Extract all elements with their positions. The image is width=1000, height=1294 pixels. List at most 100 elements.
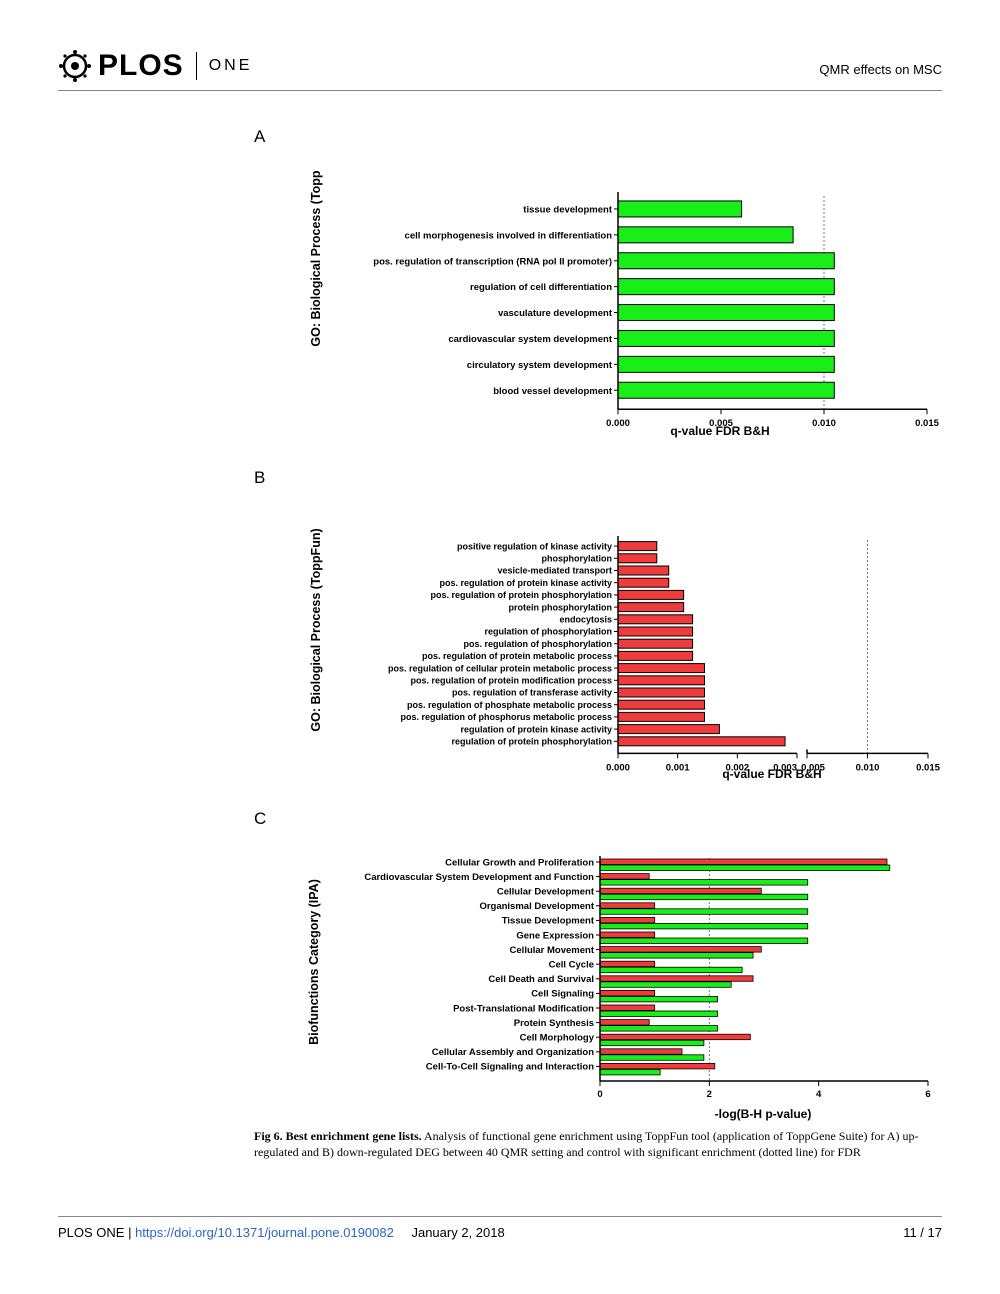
category-label: pos. regulation of protein phosphorylati… xyxy=(431,590,613,600)
bar xyxy=(617,553,658,564)
page-number: 11 / 17 xyxy=(903,1225,942,1240)
category-label: pos. regulation of protein modification … xyxy=(410,676,612,686)
category-label: Cardiovascular System Development and Fu… xyxy=(364,872,594,883)
page-footer: PLOS ONE | https://doi.org/10.1371/journ… xyxy=(58,1216,942,1240)
plos-logo[interactable]: PLOS ONE xyxy=(58,46,252,86)
category-label: Gene Expression xyxy=(516,930,594,941)
logo-divider xyxy=(195,52,197,80)
category-label: Cell Cycle xyxy=(549,960,594,971)
category-label: Cellular Development xyxy=(497,887,595,898)
category-label: tissue development xyxy=(523,204,613,215)
logo-suffix: ONE xyxy=(208,57,253,74)
footer-journal: PLOS ONE | xyxy=(58,1225,136,1240)
bar xyxy=(617,304,835,322)
x-axis-title: -log(B-H p-value) xyxy=(715,1107,812,1121)
x-tick-label: 0.010 xyxy=(812,418,836,429)
bar xyxy=(599,1048,683,1055)
category-label: regulation of cell differentiation xyxy=(470,282,612,293)
x-axis-title: q-value FDR B&H xyxy=(670,424,769,438)
bar xyxy=(599,873,650,880)
bar xyxy=(617,675,706,686)
chart-a: GO: Biological Process (ToppFun) tissue … xyxy=(309,170,940,438)
x-tick-label: 0.015 xyxy=(915,418,939,429)
panel-label-c: C xyxy=(254,809,267,828)
bar xyxy=(599,946,762,953)
bar xyxy=(599,923,809,930)
doi-link[interactable]: https://doi.org/10.1371/journal.pone.019… xyxy=(135,1225,394,1240)
bar xyxy=(617,252,835,270)
category-label: pos. regulation of phosphorylation xyxy=(464,639,613,649)
category-label: regulation of protein phosphorylation xyxy=(452,737,613,747)
bar xyxy=(617,711,706,722)
bar xyxy=(617,565,670,576)
bar xyxy=(599,908,809,915)
panel-label-b: B xyxy=(254,468,266,487)
bar xyxy=(599,1033,751,1041)
category-label: vesicle-mediated transport xyxy=(497,566,612,576)
bar xyxy=(617,614,694,625)
category-label: cell morphogenesis involved in different… xyxy=(405,230,613,241)
category-label: blood vessel development xyxy=(493,386,613,397)
bar xyxy=(599,1068,661,1076)
running-title: QMR effects on MSC xyxy=(819,62,942,77)
bar xyxy=(599,995,718,1003)
bar xyxy=(617,278,835,296)
bar xyxy=(599,931,656,938)
bar xyxy=(599,989,656,997)
category-label: Cell Signaling xyxy=(531,989,594,1000)
bar xyxy=(599,937,809,944)
x-tick-label: 0.005 xyxy=(709,418,733,429)
bar xyxy=(617,638,694,649)
bar xyxy=(617,381,835,399)
category-label: endocytosis xyxy=(559,615,612,625)
category-label: regulation of protein kinase activity xyxy=(460,724,612,734)
bar xyxy=(599,981,732,988)
category-label: phosphorylation xyxy=(542,554,613,564)
bar xyxy=(599,858,888,865)
bar xyxy=(599,966,743,974)
x-tick-label: 0.002 xyxy=(725,762,749,773)
x-tick-label: 6 xyxy=(925,1089,930,1100)
category-label: pos. regulation of phosphate metabolic p… xyxy=(407,700,612,710)
category-label: protein phosphorylation xyxy=(509,602,613,612)
x-tick-label: 2 xyxy=(707,1089,712,1100)
page-header: PLOS ONE QMR effects on MSC xyxy=(58,42,942,91)
bar xyxy=(617,200,743,218)
bar xyxy=(599,1004,656,1011)
plos-emblem-icon xyxy=(59,50,91,82)
category-label: circulatory system development xyxy=(467,360,613,371)
bar xyxy=(617,736,786,747)
bar xyxy=(617,663,706,674)
category-label: pos. regulation of phosphorus metabolic … xyxy=(400,712,612,722)
bar xyxy=(599,1054,705,1061)
bar xyxy=(599,902,656,909)
chart-c: Biofunctions Category (IPA) Cellular Gro… xyxy=(307,856,931,1121)
x-tick-label: 4 xyxy=(816,1089,822,1100)
bar xyxy=(599,1062,716,1070)
bar xyxy=(617,589,685,600)
panel-label-a: A xyxy=(254,127,266,146)
category-label: Tissue Development xyxy=(502,916,595,927)
bar xyxy=(599,893,809,901)
x-tick-label: 0.000 xyxy=(606,762,630,773)
bar xyxy=(599,1039,705,1047)
y-axis-title: GO: Biological Process (ToppFun) xyxy=(309,170,323,347)
y-axis-title: Biofunctions Category (IPA) xyxy=(307,879,321,1045)
x-tick-label: 0.005 xyxy=(801,762,825,773)
category-label: Cell-To-Cell Signaling and Interaction xyxy=(426,1062,594,1073)
bar xyxy=(617,577,670,588)
chart-b: GO: Biological Process (ToppFun) positiv… xyxy=(309,528,941,781)
x-tick-label: 0.001 xyxy=(666,762,690,773)
x-tick-label: 0 xyxy=(597,1089,602,1100)
category-label: pos. regulation of protein metabolic pro… xyxy=(422,651,612,661)
x-tick-label: 0.015 xyxy=(916,762,940,773)
bar xyxy=(599,1019,650,1026)
x-tick-label: 0.000 xyxy=(606,418,630,429)
caption-title: Fig 6. Best enrichment gene lists. xyxy=(254,1129,422,1143)
y-axis-title: GO: Biological Process (ToppFun) xyxy=(309,528,323,731)
bar xyxy=(599,1025,718,1032)
bar xyxy=(599,960,656,968)
caption-text: Analysis of functional gene enrichment u… xyxy=(254,1129,919,1159)
bar xyxy=(617,699,706,710)
bar xyxy=(599,952,754,959)
